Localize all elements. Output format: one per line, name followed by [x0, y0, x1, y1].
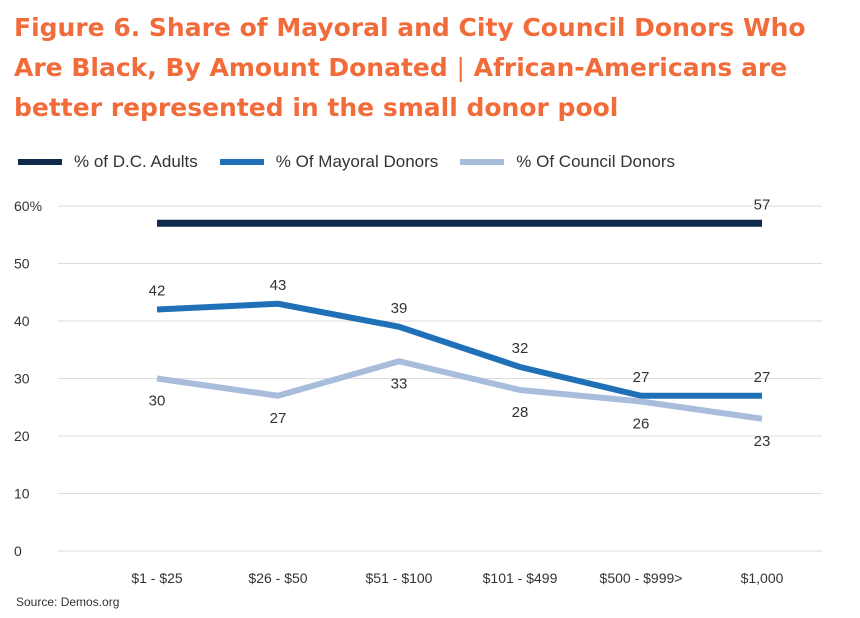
y-tick-label: 40	[14, 313, 30, 329]
data-label: 27	[270, 410, 287, 427]
data-label: 27	[754, 369, 771, 386]
legend-label-adults: % of D.C. Adults	[74, 152, 198, 171]
legend-item-mayoral: % Of Mayoral Donors	[219, 152, 439, 172]
chart-subtitle: African-Americans are better represented…	[14, 53, 788, 122]
legend-swatch-council	[460, 159, 505, 165]
data-label: 57	[754, 196, 771, 213]
x-tick-label: $500 - $999>	[600, 570, 683, 586]
y-tick-label: 0	[14, 543, 22, 559]
y-tick-label: 60%	[14, 198, 42, 214]
data-label: 39	[391, 300, 408, 317]
data-label: 33	[391, 375, 408, 392]
y-tick-label: 50	[14, 256, 30, 272]
data-label: 42	[149, 283, 166, 300]
x-tick-label: $1 - $25	[131, 570, 183, 586]
chart-title-bold: Figure 6. Share of Mayoral and City Coun…	[14, 13, 806, 82]
data-label: 43	[270, 277, 287, 294]
data-label: 30	[149, 393, 166, 410]
x-tick-label: $1,000	[741, 570, 784, 586]
title-separator: |	[456, 53, 465, 82]
y-tick-label: 20	[14, 428, 30, 444]
legend-label-council: % Of Council Donors	[516, 152, 676, 171]
legend-swatch-adults	[18, 159, 62, 165]
source-note: Source: Demos.org	[16, 595, 120, 609]
series-line	[156, 358, 763, 422]
data-label: 27	[633, 369, 650, 386]
data-label: 23	[754, 433, 771, 450]
y-tick-label: 30	[14, 371, 30, 387]
x-tick-label: $51 - $100	[366, 570, 433, 586]
series-line	[156, 300, 762, 399]
chart-title: Figure 6. Share of Mayoral and City Coun…	[14, 8, 844, 128]
x-tick-label: $101 - $499	[483, 570, 558, 586]
data-label: 32	[512, 340, 529, 357]
data-label: 26	[633, 416, 650, 433]
x-tick-label: $26 - $50	[248, 570, 307, 586]
legend-item-adults: % of D.C. Adults	[18, 152, 198, 172]
chart-legend: % of D.C. Adults % Of Mayoral Donors % O…	[18, 148, 675, 176]
legend-item-council: % Of Council Donors	[460, 152, 675, 172]
y-tick-label: 10	[14, 486, 30, 502]
data-label: 28	[512, 404, 529, 421]
legend-swatch-mayoral	[219, 159, 264, 165]
legend-label-mayoral: % Of Mayoral Donors	[275, 152, 439, 171]
